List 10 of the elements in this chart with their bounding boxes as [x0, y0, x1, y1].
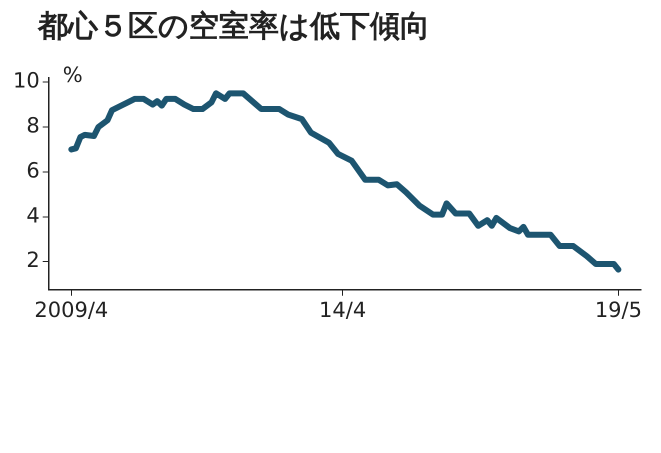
y-tick-label: 2	[26, 248, 40, 272]
y-tick-label: 4	[26, 203, 40, 228]
x-tick-label: 2009/4	[34, 298, 108, 322]
y-tick-label: 10	[12, 68, 40, 93]
chart-title: 都心５区の空室率は低下傾向	[38, 8, 430, 46]
y-tick-label: 8	[26, 113, 40, 138]
y-axis-title: %	[62, 62, 83, 87]
x-tick-label: 14/4	[319, 298, 366, 322]
y-tick-label: 6	[26, 158, 40, 182]
x-tick-label: 19/5	[594, 298, 642, 322]
